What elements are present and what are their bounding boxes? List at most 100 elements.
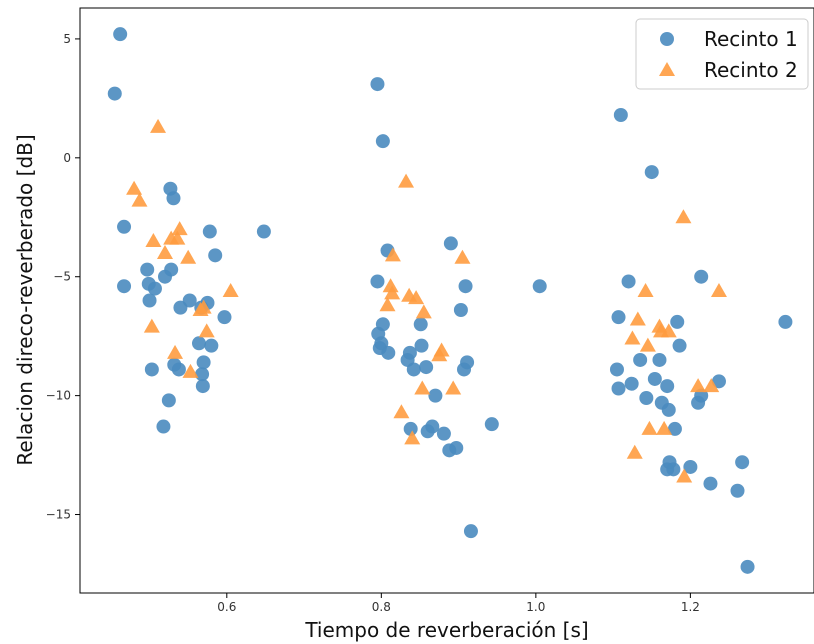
point-recinto-2 <box>384 247 401 262</box>
point-recinto-2 <box>414 380 431 395</box>
point-recinto-1 <box>443 236 458 251</box>
point-recinto-1 <box>449 440 464 455</box>
point-recinto-2 <box>382 278 399 293</box>
point-recinto-2 <box>198 323 215 338</box>
point-recinto-2 <box>379 297 396 312</box>
point-recinto-1 <box>147 281 162 296</box>
point-recinto-1 <box>140 262 155 277</box>
x-axis-label: Tiempo de reverberación [s] <box>304 618 588 642</box>
legend-marker <box>660 32 674 46</box>
point-recinto-1 <box>740 559 755 574</box>
legend-marker <box>659 62 675 76</box>
point-recinto-2 <box>675 209 692 224</box>
plot-frame <box>79 7 814 594</box>
point-recinto-2 <box>445 380 462 395</box>
point-recinto-2 <box>641 420 658 435</box>
point-recinto-1 <box>778 314 793 329</box>
point-recinto-2 <box>169 230 186 245</box>
point-recinto-2 <box>660 323 677 338</box>
point-recinto-1 <box>107 86 122 101</box>
point-recinto-2 <box>171 221 188 236</box>
point-recinto-1 <box>667 421 682 436</box>
point-recinto-1 <box>425 419 440 434</box>
point-recinto-1 <box>217 310 232 325</box>
point-recinto-1 <box>694 388 709 403</box>
point-recinto-2 <box>404 430 421 445</box>
x-tick-label: 1.0 <box>526 600 545 614</box>
point-recinto-2 <box>656 420 673 435</box>
point-recinto-1 <box>419 360 434 375</box>
point-recinto-1 <box>375 134 390 149</box>
point-recinto-2 <box>222 282 239 297</box>
point-recinto-2 <box>384 285 401 300</box>
point-recinto-1 <box>403 421 418 436</box>
point-recinto-1 <box>463 524 478 539</box>
point-recinto-1 <box>660 379 675 394</box>
point-recinto-1 <box>142 293 157 308</box>
point-recinto-2 <box>454 249 471 264</box>
x-tick-label: 0.8 <box>372 600 391 614</box>
point-recinto-1 <box>156 419 171 434</box>
point-recinto-1 <box>375 317 390 332</box>
point-recinto-1 <box>624 376 639 391</box>
point-recinto-1 <box>613 108 628 123</box>
point-recinto-1 <box>460 355 475 370</box>
point-recinto-1 <box>196 355 211 370</box>
y-axis: 5 0 −5 −10 −15 <box>46 32 80 522</box>
point-recinto-2 <box>126 180 143 195</box>
point-recinto-2 <box>156 244 173 259</box>
point-recinto-1 <box>208 248 223 263</box>
point-recinto-1 <box>406 362 421 377</box>
point-recinto-1 <box>621 274 636 289</box>
point-recinto-2 <box>624 330 641 345</box>
point-recinto-2 <box>408 290 425 305</box>
point-recinto-1 <box>670 314 685 329</box>
y-tick-label: −5 <box>53 270 71 284</box>
point-recinto-1 <box>166 191 181 206</box>
point-recinto-2 <box>150 118 167 133</box>
point-recinto-1 <box>164 262 179 277</box>
point-recinto-2 <box>182 363 199 378</box>
point-recinto-2 <box>143 318 160 333</box>
point-recinto-2 <box>180 249 197 264</box>
legend-label: Recinto 1 <box>704 27 798 51</box>
point-recinto-1 <box>703 476 718 491</box>
point-recinto-2 <box>145 233 162 248</box>
point-recinto-1 <box>694 269 709 284</box>
point-recinto-1 <box>711 374 726 389</box>
point-recinto-1 <box>113 27 128 42</box>
point-recinto-1 <box>633 352 648 367</box>
x-tick-label: 1.2 <box>681 600 700 614</box>
point-recinto-1 <box>458 279 473 294</box>
point-recinto-1 <box>204 338 219 353</box>
point-recinto-1 <box>414 338 429 353</box>
point-recinto-2 <box>195 299 212 314</box>
point-recinto-1 <box>666 462 681 477</box>
point-recinto-1 <box>195 379 210 394</box>
point-recinto-2 <box>710 282 727 297</box>
y-tick-label: −15 <box>46 508 71 522</box>
point-recinto-1 <box>652 352 667 367</box>
point-recinto-1 <box>672 338 687 353</box>
point-recinto-1 <box>735 455 750 470</box>
point-recinto-2 <box>626 444 643 459</box>
point-recinto-2 <box>703 378 720 393</box>
point-recinto-1 <box>182 293 197 308</box>
point-recinto-1 <box>428 388 443 403</box>
x-axis: 0.6 0.8 1.0 1.2 <box>217 593 700 614</box>
point-recinto-1 <box>453 303 468 318</box>
point-recinto-2 <box>637 282 654 297</box>
legend: Recinto 1 Recinto 2 <box>635 18 809 90</box>
point-recinto-1 <box>195 367 210 382</box>
point-recinto-1 <box>683 459 698 474</box>
y-axis-label: Relacion direco-reverberado [dB] <box>13 134 37 465</box>
point-recinto-1 <box>117 219 132 234</box>
point-recinto-2 <box>167 344 184 359</box>
point-recinto-1 <box>202 224 217 239</box>
point-recinto-1 <box>609 362 624 377</box>
y-tick-label: 5 <box>63 32 71 46</box>
point-recinto-1 <box>661 402 676 417</box>
data-points <box>107 27 793 574</box>
y-tick-label: 0 <box>63 151 71 165</box>
